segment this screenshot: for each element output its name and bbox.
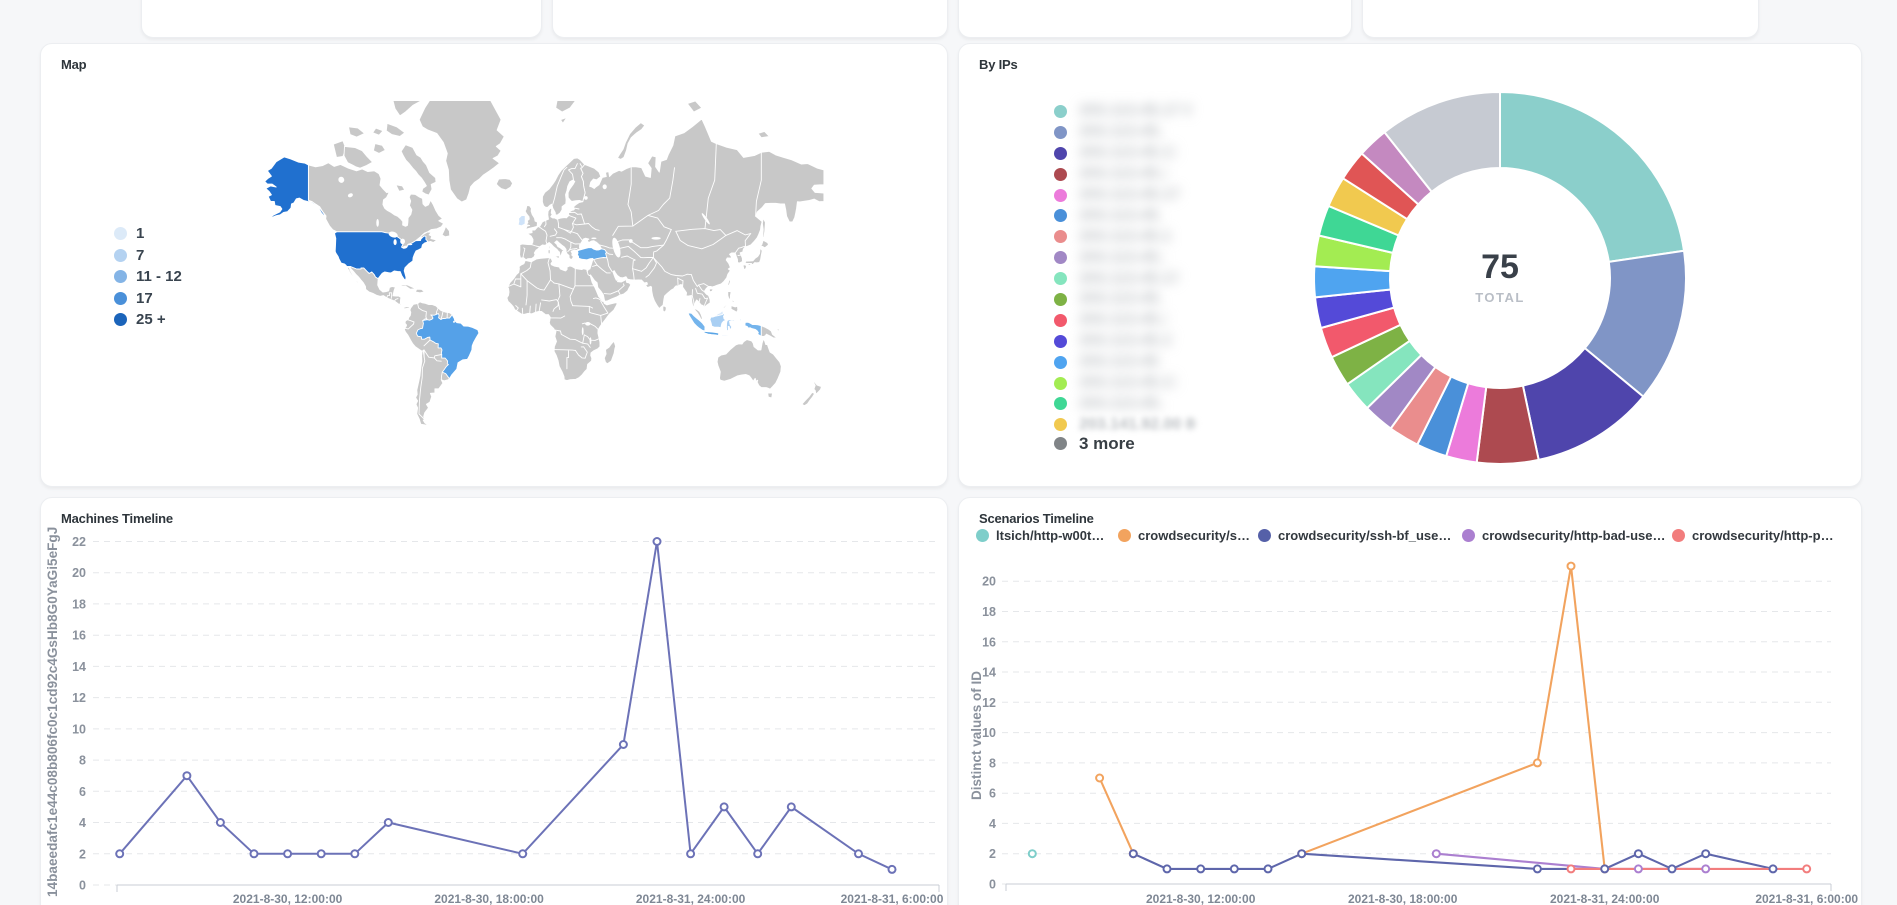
svg-text:12: 12	[982, 696, 996, 710]
svg-text:18: 18	[982, 605, 996, 619]
svg-text:2021-8-30, 18:00:00: 2021-8-30, 18:00:00	[1348, 892, 1458, 905]
svg-text:4: 4	[79, 816, 86, 830]
svg-text:16: 16	[72, 629, 86, 643]
svg-text:8: 8	[989, 756, 996, 770]
svg-text:20: 20	[72, 566, 86, 580]
svg-text:18: 18	[72, 597, 86, 611]
svg-text:10: 10	[982, 726, 996, 740]
svg-text:2: 2	[989, 847, 996, 861]
svg-text:14baeedafc1e44c08b806fc0c1cd92: 14baeedafc1e44c08b806fc0c1cd92c4GsHb8G0Y…	[45, 527, 60, 897]
svg-text:2021-8-30, 12:00:00: 2021-8-30, 12:00:00	[233, 892, 343, 905]
svg-text:2: 2	[79, 847, 86, 861]
svg-text:0: 0	[79, 879, 86, 893]
svg-text:14: 14	[72, 660, 86, 674]
svg-text:2021-8-31, 6:00:00: 2021-8-31, 6:00:00	[841, 892, 944, 905]
svg-text:2021-8-30, 12:00:00: 2021-8-30, 12:00:00	[1146, 892, 1256, 905]
svg-text:20: 20	[982, 575, 996, 589]
svg-text:14: 14	[982, 666, 996, 680]
svg-text:22: 22	[72, 535, 86, 549]
svg-text:Distinct values of ID: Distinct values of ID	[969, 671, 984, 800]
svg-text:4: 4	[989, 817, 996, 831]
svg-text:12: 12	[72, 691, 86, 705]
svg-text:10: 10	[72, 722, 86, 736]
svg-text:2021-8-31, 24:00:00: 2021-8-31, 24:00:00	[636, 892, 746, 905]
svg-text:2021-8-31, 24:00:00: 2021-8-31, 24:00:00	[1550, 892, 1660, 905]
svg-text:6: 6	[989, 787, 996, 801]
svg-text:8: 8	[79, 754, 86, 768]
svg-text:2021-8-30, 18:00:00: 2021-8-30, 18:00:00	[434, 892, 544, 905]
svg-text:0: 0	[989, 878, 996, 892]
svg-text:2021-8-31, 6:00:00: 2021-8-31, 6:00:00	[1755, 892, 1858, 905]
svg-text:16: 16	[982, 635, 996, 649]
svg-text:6: 6	[79, 785, 86, 799]
